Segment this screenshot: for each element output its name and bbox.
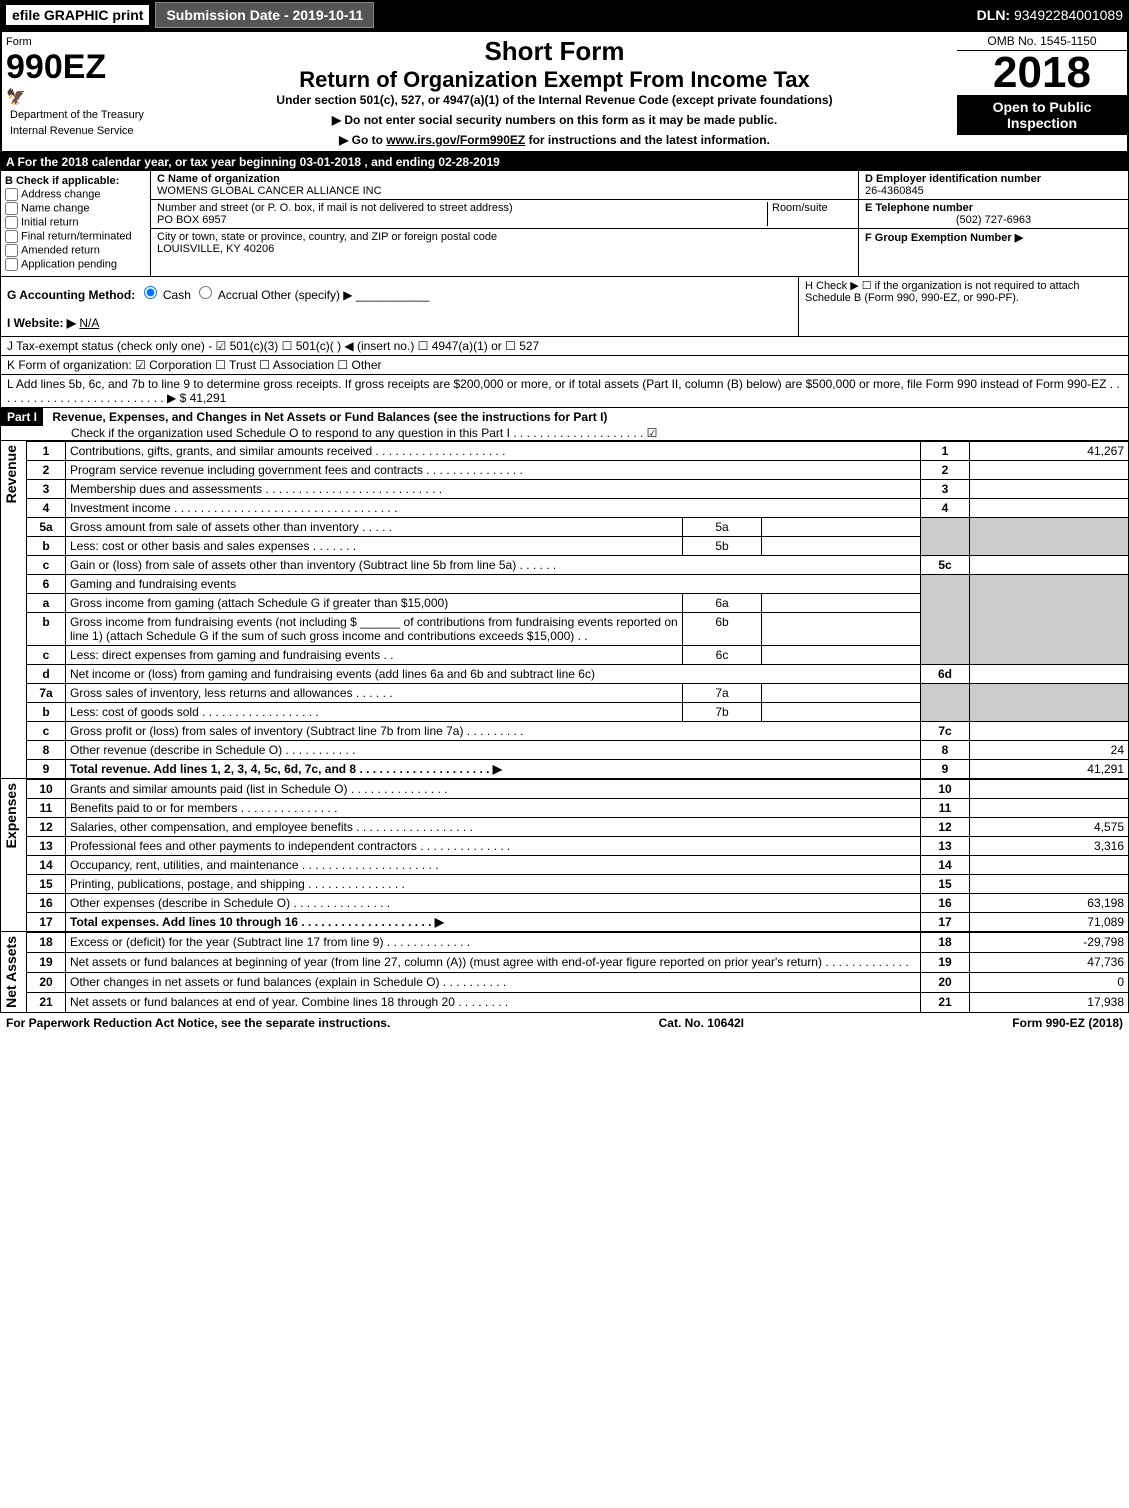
tax-period-row: A For the 2018 calendar year, or tax yea… [0,153,1129,171]
g-accrual[interactable]: Accrual [194,288,258,302]
cb-amended[interactable]: Amended return [5,244,146,257]
g-label: G Accounting Method: [7,288,135,302]
info-grid: B Check if applicable: Address change Na… [0,171,1129,277]
line-7c: cGross profit or (loss) from sales of in… [27,722,1129,741]
line-8: 8Other revenue (describe in Schedule O) … [27,741,1129,760]
h-box: H Check ▶ ☐ if the organization is not r… [798,277,1128,336]
dln-label: DLN: 93492284001089 [977,7,1123,23]
under-section: Under section 501(c), 527, or 4947(a)(1)… [156,93,953,107]
part1-check: Check if the organization used Schedule … [1,426,657,440]
line-20: 20Other changes in net assets or fund ba… [27,972,1129,992]
cb-address-change[interactable]: Address change [5,188,146,201]
c-label: C Name of organization [157,173,280,185]
website-value: N/A [79,316,99,330]
netassets-section: Net Assets 18Excess or (deficit) for the… [0,932,1129,1013]
org-street: PO BOX 6957 [157,214,227,226]
line-9: 9Total revenue. Add lines 1, 2, 3, 4, 5c… [27,760,1129,779]
k-row: K Form of organization: ☑ Corporation ☐ … [0,356,1129,375]
j-row: J Tax-exempt status (check only one) - ☑… [0,337,1129,356]
revenue-label: Revenue [1,441,21,507]
line-7a: 7aGross sales of inventory, less returns… [27,684,1129,703]
line-15: 15Printing, publications, postage, and s… [27,875,1129,894]
line-21: 21Net assets or fund balances at end of … [27,992,1129,1012]
line-5a: 5aGross amount from sale of assets other… [27,518,1129,537]
page-footer: For Paperwork Reduction Act Notice, see … [0,1013,1129,1033]
expenses-section: Expenses 10Grants and similar amounts pa… [0,779,1129,932]
ssn-note: ▶ Do not enter social security numbers o… [156,113,953,127]
i-label: I Website: ▶ [7,316,76,330]
ein: 26-4360845 [865,185,924,197]
line-5c: cGain or (loss) from sale of assets othe… [27,556,1129,575]
line-10: 10Grants and similar amounts paid (list … [27,780,1129,799]
line-19: 19Net assets or fund balances at beginni… [27,952,1129,972]
col-d-right: D Employer identification number 26-4360… [858,171,1128,276]
org-name: WOMENS GLOBAL CANCER ALLIANCE INC [157,185,382,197]
main-title: Return of Organization Exempt From Incom… [156,67,953,93]
revenue-section: Revenue 1Contributions, gifts, grants, a… [0,441,1129,779]
netassets-label: Net Assets [1,932,21,1012]
line-13: 13Professional fees and other payments t… [27,837,1129,856]
title-block: Short Form Return of Organization Exempt… [152,32,957,151]
topbar: efile GRAPHIC print Submission Date - 20… [0,0,1129,30]
cb-final-return[interactable]: Final return/terminated [5,230,146,243]
irs-link[interactable]: www.irs.gov/Form990EZ [386,133,525,147]
cb-initial-return[interactable]: Initial return [5,216,146,229]
submission-date-button[interactable]: Submission Date - 2019-10-11 [155,2,374,28]
line-3: 3Membership dues and assessments . . . .… [27,480,1129,499]
g-other: Other (specify) ▶ [261,288,352,302]
l-row: L Add lines 5b, 6c, and 7b to line 9 to … [0,375,1129,408]
part1-label: Part I [1,408,43,426]
phone: (502) 727-6963 [865,214,1122,226]
col-c-org: C Name of organization WOMENS GLOBAL CAN… [151,171,858,276]
expenses-table: 10Grants and similar amounts paid (list … [26,779,1129,932]
paperwork-notice: For Paperwork Reduction Act Notice, see … [6,1016,390,1030]
tax-year: 2018 [957,51,1127,95]
e-phone-label: E Telephone number [865,202,973,214]
line-2: 2Program service revenue including gover… [27,461,1129,480]
part1-header: Part I Revenue, Expenses, and Changes in… [0,408,1129,441]
form-ref: Form 990-EZ (2018) [1012,1016,1123,1030]
d-ein-label: D Employer identification number [865,173,1041,185]
g-cash[interactable]: Cash [139,288,191,302]
org-city: LOUISVILLE, KY 40206 [157,243,274,255]
addr-label: Number and street (or P. O. box, if mail… [157,202,513,214]
form-word: Form [6,36,148,48]
form-header: Form 990EZ 🦅 Department of the Treasury … [0,30,1129,153]
line-16: 16Other expenses (describe in Schedule O… [27,894,1129,913]
cb-name-change[interactable]: Name change [5,202,146,215]
col-b-checkboxes: B Check if applicable: Address change Na… [1,171,151,276]
b-label: B Check if applicable: [5,175,119,187]
form-number: 990EZ [6,48,148,87]
line-4: 4Investment income . . . . . . . . . . .… [27,499,1129,518]
f-group-label: F Group Exemption Number ▶ [865,232,1023,244]
line-6: 6Gaming and fundraising events [27,575,1129,594]
efile-print-button[interactable]: efile GRAPHIC print [6,5,149,25]
line-1: 1Contributions, gifts, grants, and simil… [27,442,1129,461]
irs-eagle-icon: 🦅 [6,87,148,107]
netassets-table: 18Excess or (deficit) for the year (Subt… [26,932,1129,1013]
city-label: City or town, state or province, country… [157,231,497,243]
cb-app-pending[interactable]: Application pending [5,258,146,271]
form-id-block: Form 990EZ 🦅 Department of the Treasury … [2,32,152,151]
open-to-public: Open to Public Inspection [957,95,1127,135]
dept-irs: Internal Revenue Service [6,123,148,139]
dept-treasury: Department of the Treasury [6,107,148,123]
gh-row: G Accounting Method: Cash Accrual Other … [0,277,1129,337]
line-18: 18Excess or (deficit) for the year (Subt… [27,933,1129,953]
short-form-title: Short Form [156,36,953,67]
room-suite-label: Room/suite [767,202,852,226]
expenses-label: Expenses [1,779,21,852]
revenue-table: 1Contributions, gifts, grants, and simil… [26,441,1129,779]
cat-no: Cat. No. 10642I [659,1016,744,1030]
line-12: 12Salaries, other compensation, and empl… [27,818,1129,837]
goto-note: ▶ Go to www.irs.gov/Form990EZ for instru… [156,133,953,147]
right-header-block: OMB No. 1545-1150 2018 Open to Public In… [957,32,1127,151]
line-6d: dNet income or (loss) from gaming and fu… [27,665,1129,684]
line-11: 11Benefits paid to or for members . . . … [27,799,1129,818]
part1-title: Revenue, Expenses, and Changes in Net As… [46,408,613,426]
line-17: 17Total expenses. Add lines 10 through 1… [27,913,1129,932]
line-14: 14Occupancy, rent, utilities, and mainte… [27,856,1129,875]
